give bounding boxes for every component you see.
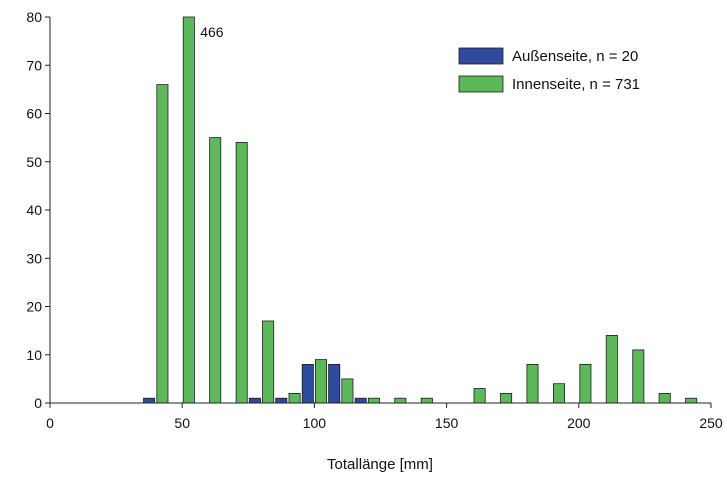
bar-innenseite	[394, 397, 407, 404]
bar-innenseite	[235, 141, 248, 404]
bar-innenseite	[367, 397, 380, 404]
bar-innenseite	[658, 392, 671, 404]
x-tick-label: 150	[435, 415, 459, 431]
bar-innenseite	[314, 359, 327, 404]
axes	[49, 17, 711, 404]
y-tick-label: 50	[26, 154, 42, 170]
bar-innenseite	[605, 334, 618, 404]
annotations: 466	[200, 24, 224, 40]
y-tick-label: 10	[26, 347, 42, 363]
legend-label: Außenseite, n = 20	[512, 48, 638, 65]
legend-swatch	[458, 75, 504, 93]
y-tick-label: 70	[26, 57, 42, 73]
y-tick-label: 80	[26, 9, 42, 25]
bar-innenseite	[156, 84, 169, 404]
bars	[143, 16, 698, 404]
bar-innenseite	[685, 397, 698, 404]
bar-aussenseite	[275, 397, 288, 404]
bar-innenseite	[341, 378, 354, 404]
bar-innenseite	[473, 388, 486, 404]
y-tick-label: 20	[26, 299, 42, 315]
legend-swatch	[458, 47, 504, 65]
bar-aussenseite	[301, 363, 314, 404]
x-axis-title: Totallänge [mm]	[327, 456, 433, 473]
bar-innenseite	[526, 363, 539, 404]
x-tick-label: 50	[174, 415, 190, 431]
bar-innenseite	[579, 363, 592, 404]
bar-aussenseite	[354, 397, 367, 404]
y-tick-label: 60	[26, 106, 42, 122]
y-tick-label: 40	[26, 202, 42, 218]
x-axis-ticks: 0 50 100 150 200 250	[46, 403, 723, 431]
bar-innenseite	[182, 16, 195, 404]
x-tick-label: 100	[303, 415, 327, 431]
bar-innenseite	[288, 392, 301, 404]
y-tick-label: 0	[34, 395, 42, 411]
bar-innenseite	[553, 383, 566, 404]
bar-innenseite	[632, 349, 645, 404]
bar-innenseite	[500, 392, 513, 404]
clipped-bar-annotation: 466	[200, 24, 224, 40]
x-tick-label: 200	[567, 415, 591, 431]
y-axis-ticks: 0 10 20 30 40 50 60 70 80	[26, 9, 50, 411]
y-tick-label: 30	[26, 250, 42, 266]
bar-innenseite	[420, 397, 433, 404]
bar-aussenseite	[248, 397, 261, 404]
bar-aussenseite	[143, 397, 156, 404]
bar-aussenseite	[328, 363, 341, 404]
legend-label: Innenseite, n = 731	[512, 76, 640, 93]
legend: Außenseite, n = 20 Innenseite, n = 731	[458, 47, 640, 93]
x-tick-label: 0	[46, 415, 54, 431]
bar-innenseite	[209, 137, 222, 404]
bar-innenseite	[262, 320, 275, 404]
x-tick-label: 250	[699, 415, 723, 431]
